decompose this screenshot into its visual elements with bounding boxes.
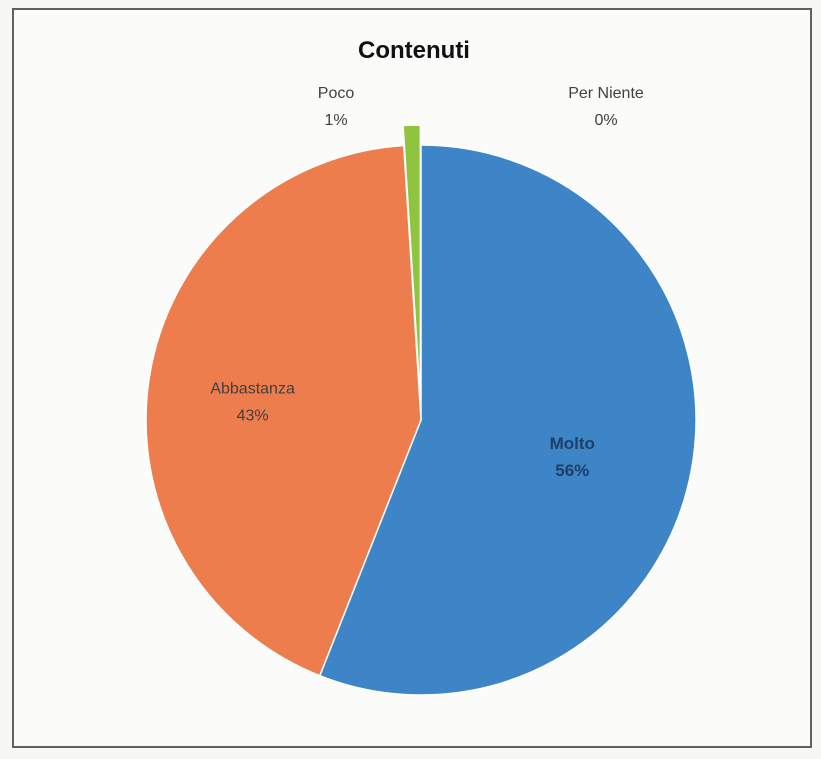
chart-title: Contenuti (358, 37, 470, 64)
pie-label-poco: Poco (318, 85, 355, 102)
chart-frame: Contenuti Molto 56% Abbastanza 43% Poco 1% Per… (12, 8, 812, 748)
pie-value-abbastanza: 43% (237, 407, 269, 424)
pie-label-per-niente: Per Niente (568, 85, 644, 102)
pie-value-per-niente: 0% (594, 112, 617, 129)
pie-label-abbastanza: Abbastanza (210, 380, 295, 397)
pie-value-molto: 56% (555, 461, 589, 480)
pie-slices (145, 124, 697, 696)
pie-label-molto: Molto (550, 434, 595, 453)
pie-chart: Contenuti Molto 56% Abbastanza 43% Poco 1% Per… (145, 37, 697, 696)
pie-labels: Molto 56% Abbastanza 43% Poco 1% Per Niente 0% (210, 85, 644, 480)
pie-value-poco: 1% (324, 112, 347, 129)
pie-slice-poco (402, 124, 422, 401)
pie-slice-abbastanza (145, 144, 422, 677)
pie-slice-molto (318, 144, 697, 696)
